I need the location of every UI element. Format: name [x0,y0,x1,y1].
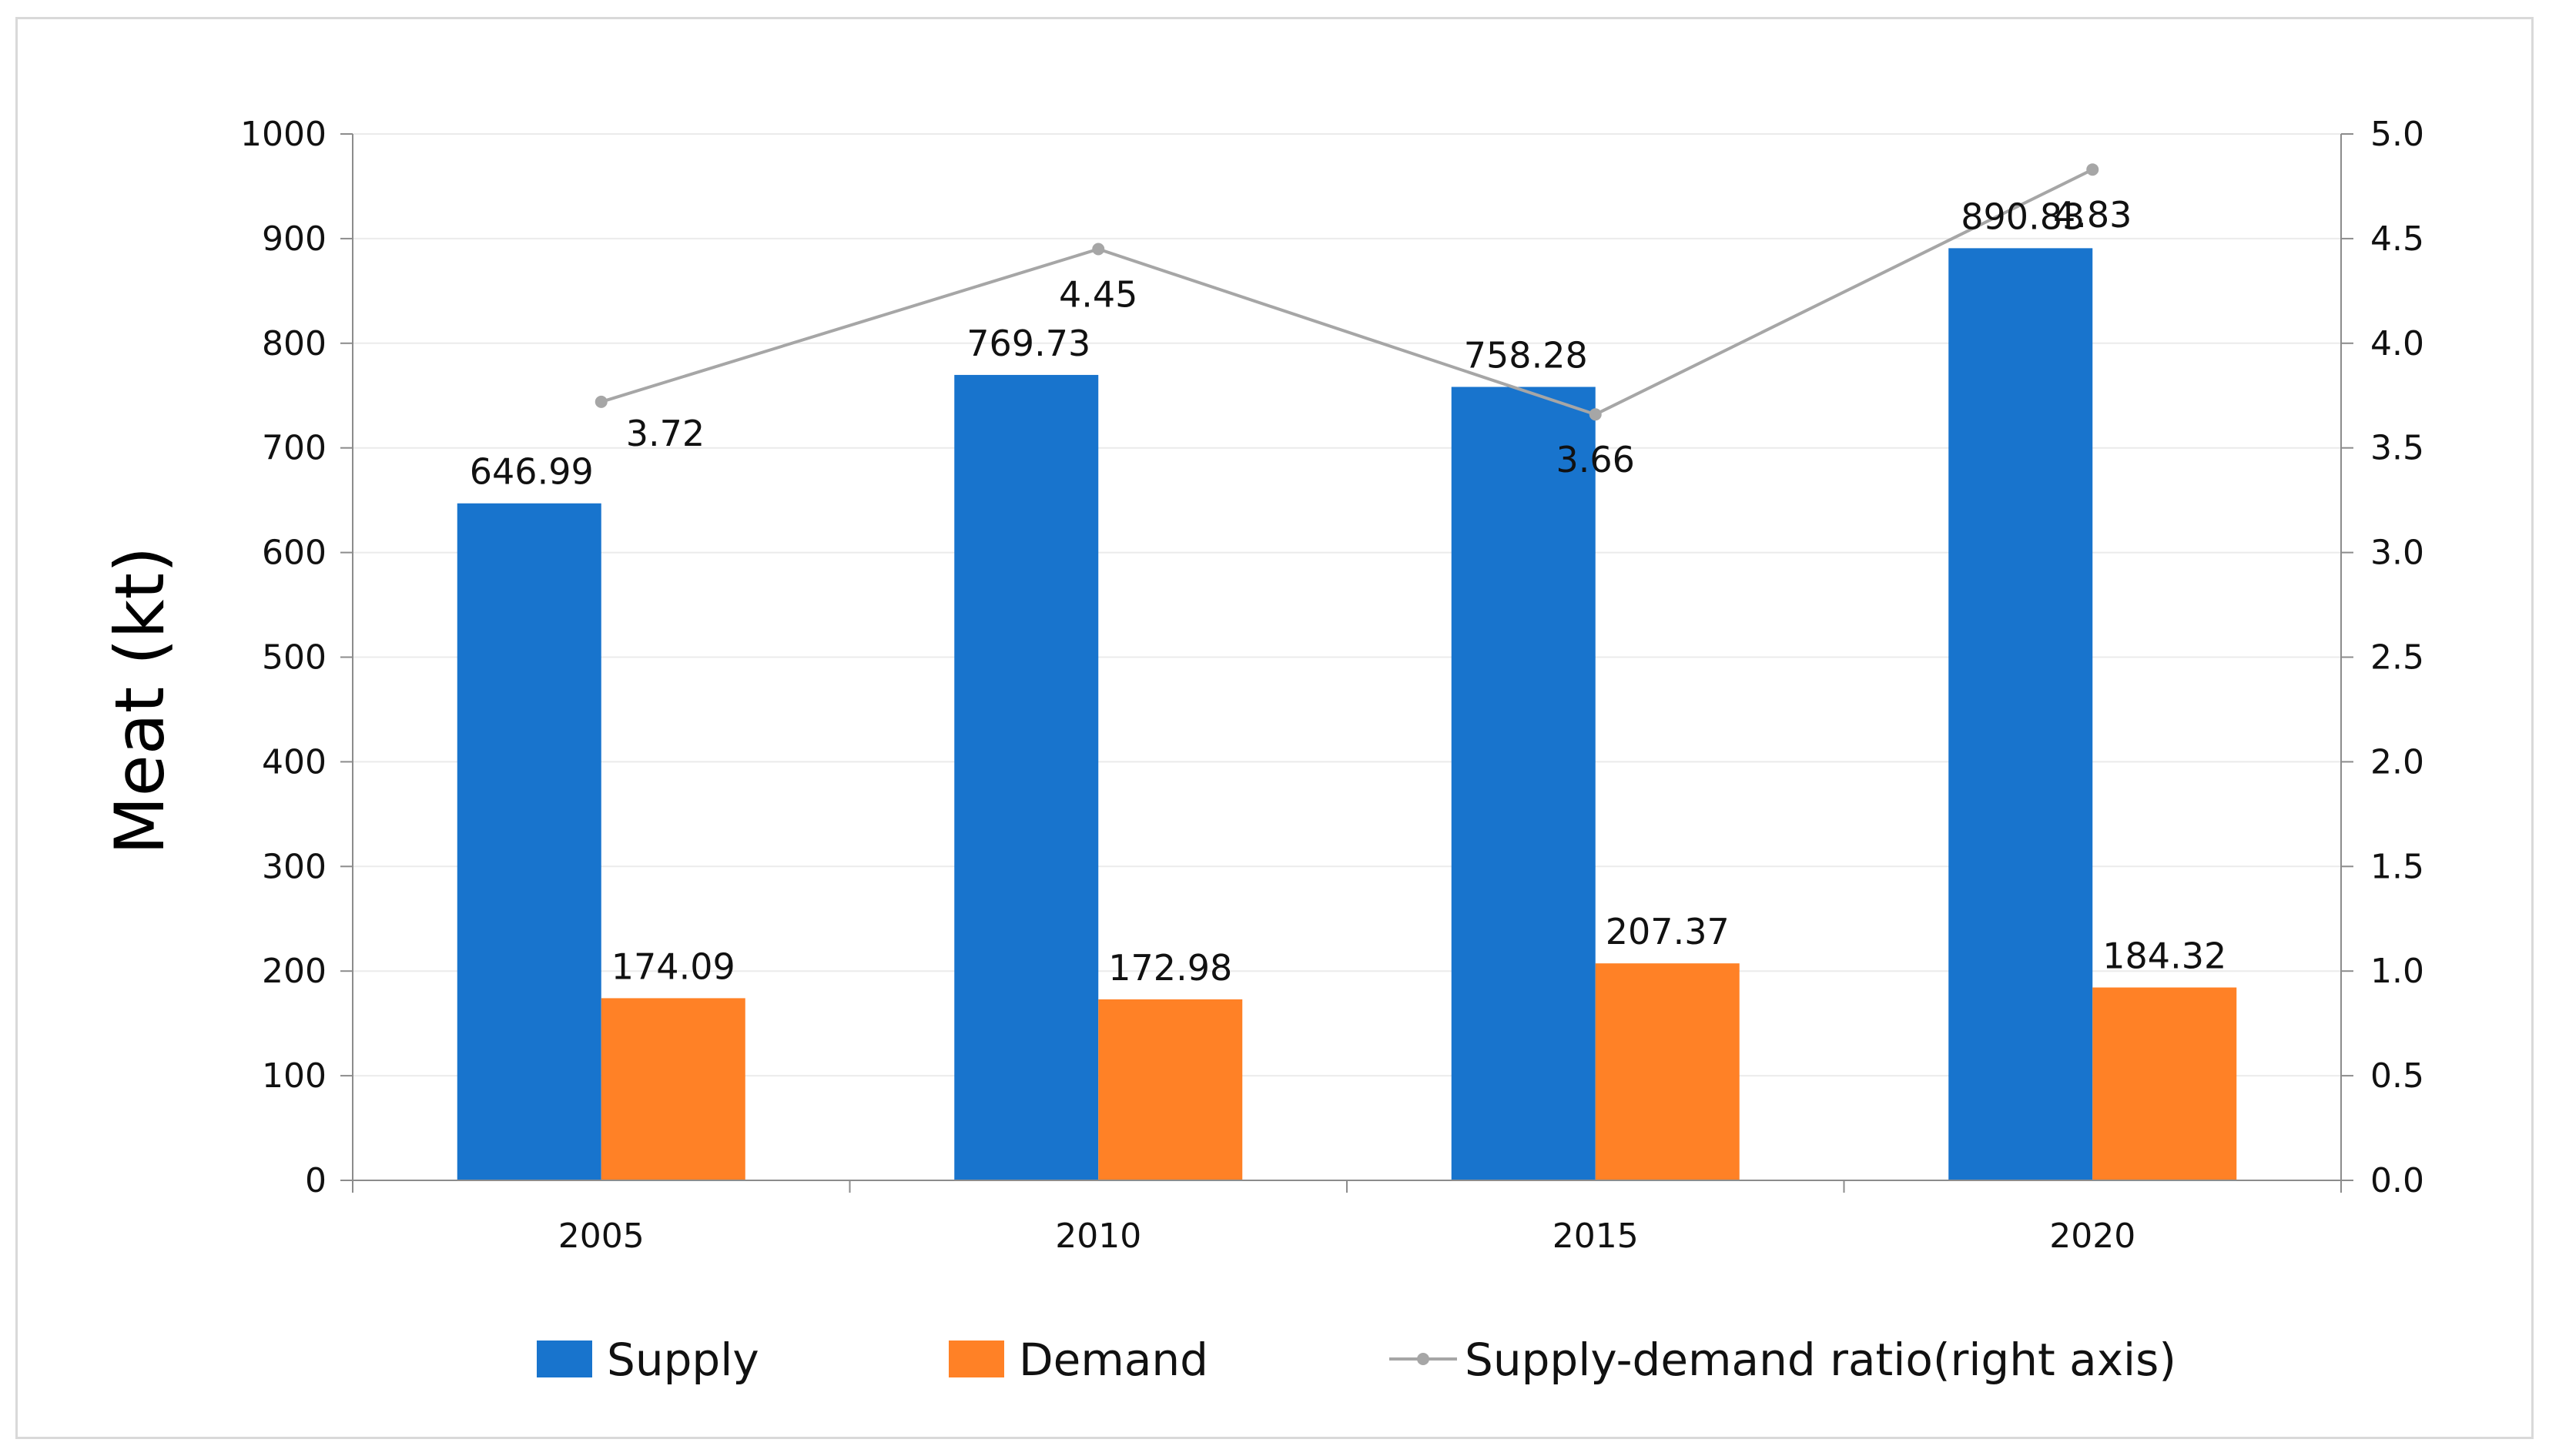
legend-supply-swatch [537,1341,592,1377]
y2-axis-tick-label: 3.0 [2370,534,2424,573]
y2-axis-tick-label: 0.5 [2370,1056,2424,1096]
y2-axis-tick-label: 4.0 [2370,324,2424,363]
y2-axis-tick-label: 3.5 [2370,429,2424,468]
ratio-line [601,168,2094,417]
supply-data-label: 758.28 [1464,334,1588,376]
supply-data-label: 890.83 [1961,196,2085,237]
legend-demand-label: Demand [1019,1334,1208,1386]
demand-data-label: 184.32 [2102,936,2226,977]
ratio-point [2086,163,2099,176]
y2-axis-tick-label: 2.0 [2370,742,2424,782]
ratio-data-label: 4.83 [2053,194,2132,236]
ratio-point [595,395,608,408]
supply-data-label: 646.99 [470,451,594,493]
demand-bar [2092,987,2237,1180]
y-axis-tick-label: 1000 [240,115,327,154]
axes-layer [340,133,2353,1193]
y-axis-tick-label: 700 [262,429,327,468]
demand-data-label: 207.37 [1606,911,1730,952]
x-axis-tick-label: 2020 [2049,1217,2135,1256]
y2-axis-tick-label: 1.0 [2370,952,2424,991]
y-axis-tick-label: 900 [262,219,327,259]
y-axis-tick-label: 400 [262,742,327,782]
y-axis-title: Meat (kt) [100,547,179,855]
ratio-data-label: 3.72 [626,413,705,454]
y-axis-tick-label: 800 [262,324,327,363]
ratio-point [1589,408,1602,421]
x-axis-tick-label: 2010 [1055,1217,1141,1256]
y-axis-tick-label: 300 [262,847,327,886]
demand-bar [1098,999,1243,1180]
legend-ratio-label: Supply-demand ratio(right axis) [1465,1334,2176,1386]
legend-supply-label: Supply [607,1334,759,1386]
ratio-data-label: 3.66 [1556,439,1635,480]
demand-data-label: 174.09 [611,946,735,987]
data-labels-layer: 646.99 174.09 769.73 172.98 758.28 207.37 890.… [470,194,2226,989]
legend-ratio-marker [1417,1353,1429,1365]
y-axis-tick-label: 200 [262,952,327,991]
y2-axis-tick-label: 0.0 [2370,1161,2424,1200]
demand-bar [601,998,745,1180]
ratio-line-layer [595,163,2099,421]
y-axis-tick-label: 600 [262,534,327,573]
legend: Supply Demand Supply-demand ratio(right ax… [537,1334,2176,1386]
supply-bar [954,374,1099,1181]
ratio-point [1092,243,1105,256]
y-axis-tick-label: 0 [305,1161,327,1200]
bars-layer [457,248,2237,1181]
legend-demand-swatch [949,1341,1004,1377]
x-axis-tick-label: 2005 [558,1217,645,1256]
demand-data-label: 172.98 [1108,947,1232,989]
y-axis-tick-label: 500 [262,638,327,678]
tick-labels-layer: 0 100 200 300 400 500 600 700 800 900 1000 0.0 0.5 1.… [240,115,2424,1256]
y2-axis-tick-label: 2.5 [2370,638,2424,678]
y2-axis-tick-label: 5.0 [2370,115,2424,154]
supply-bar [1451,387,1596,1181]
demand-bar [1595,963,1740,1180]
x-axis-tick-label: 2015 [1553,1217,1639,1256]
supply-data-label: 769.73 [966,323,1090,364]
chart-frame [15,17,2534,1439]
supply-bar [457,503,601,1180]
y-axis-tick-label: 100 [262,1056,327,1096]
y2-axis-tick-label: 4.5 [2370,219,2424,259]
supply-bar [1948,248,2093,1180]
y2-axis-tick-label: 1.5 [2370,847,2424,886]
ratio-data-label: 4.45 [1059,273,1137,315]
